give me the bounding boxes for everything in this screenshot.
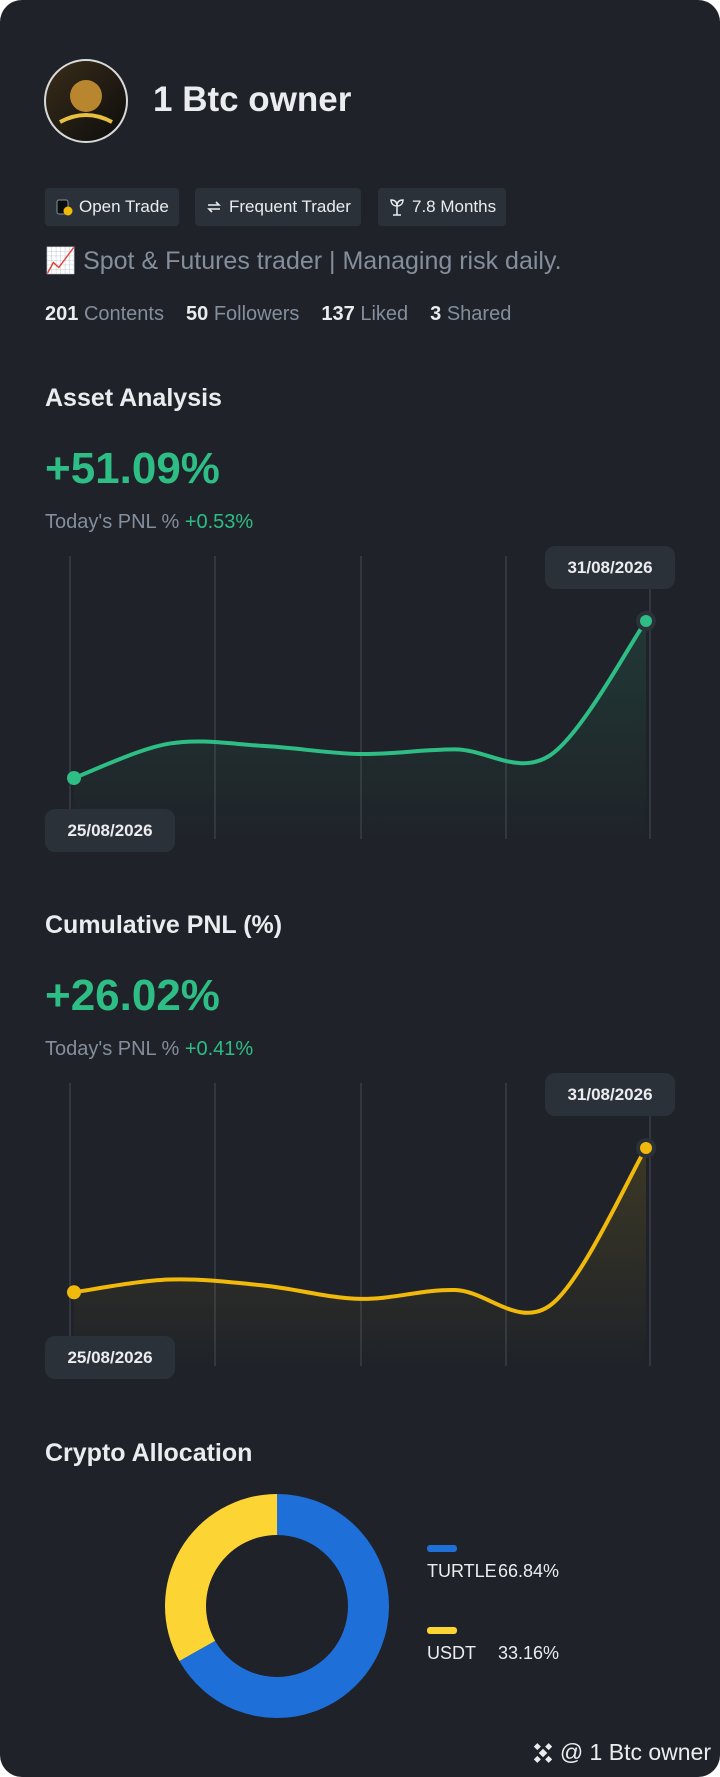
footer: @ 1 Btc owner [530,1739,711,1766]
section-title: Crypto Allocation [45,1439,253,1467]
legend-value: 66.84% [498,1561,559,1581]
point [640,1142,652,1154]
bio: 📈 Spot & Futures trader | Managing risk … [45,247,562,275]
date-label: 31/08/2026 [545,1073,675,1116]
pnl-label: Today's PNL % [45,1038,180,1060]
stats: 201 Contents 50 Followers 137 Liked 3 Sh… [45,303,511,326]
point [67,771,81,785]
legend-swatch [427,1545,457,1552]
pnl-row: Today's PNL % +0.41% [45,1038,253,1061]
legend-swatch [427,1627,457,1634]
section-title: Asset Analysis [45,384,222,412]
line [72,619,648,780]
profile-name: 1 Btc owner [153,80,352,119]
pnl-label: Today's PNL % [45,511,180,533]
tag-label: 7.8 Months [412,197,497,216]
point [640,615,652,627]
tag-icon [56,199,73,216]
headline-value: +51.09% [45,444,220,493]
tag-icon [207,201,221,213]
stat-label: Liked [360,303,409,325]
date-label: 31/08/2026 [545,546,675,589]
avatar-banner [59,113,113,124]
avatar-figure [70,80,102,112]
headline-value: +26.02% [45,971,220,1020]
legend-value: 33.16% [498,1643,559,1663]
tag-icon [390,199,404,216]
stat-value: 137 [321,303,355,325]
stat-value: 50 [186,303,209,325]
tag-label: Open Trade [79,197,169,216]
tag[interactable]: Frequent Trader [195,188,361,226]
stat-label: Shared [446,303,512,325]
legend-label: USDT [427,1643,476,1663]
tag[interactable]: 7.8 Months [378,188,507,226]
tag-label: Frequent Trader [229,197,351,216]
stat-label: Followers [213,303,300,325]
stat-label: Contents [83,303,164,325]
stat[interactable]: 3 Shared [430,303,511,326]
stat-value: 201 [45,303,79,325]
point [67,1285,81,1300]
stat[interactable]: 137 Liked [321,303,408,326]
legend-label: TURTLE [427,1561,497,1581]
date-label: 25/08/2026 [45,809,175,852]
date-label: 25/08/2026 [45,1336,175,1379]
stat-value: 3 [430,303,442,325]
area [74,621,646,839]
footer-logo [533,1742,553,1763]
area [74,1148,646,1366]
pnl-value: +0.41% [184,1038,254,1060]
line [72,1146,648,1315]
tag[interactable]: Open Trade [45,188,179,226]
donut-slice [165,1494,277,1661]
pnl-value: +0.53% [184,511,254,533]
donut-slice [179,1494,390,1719]
section-title: Cumulative PNL (%) [45,911,283,939]
footer-text: @ 1 Btc owner [559,1739,711,1765]
stat[interactable]: 50 Followers [186,303,299,326]
stat[interactable]: 201 Contents [45,303,164,326]
pnl-row: Today's PNL % +0.53% [45,511,253,534]
